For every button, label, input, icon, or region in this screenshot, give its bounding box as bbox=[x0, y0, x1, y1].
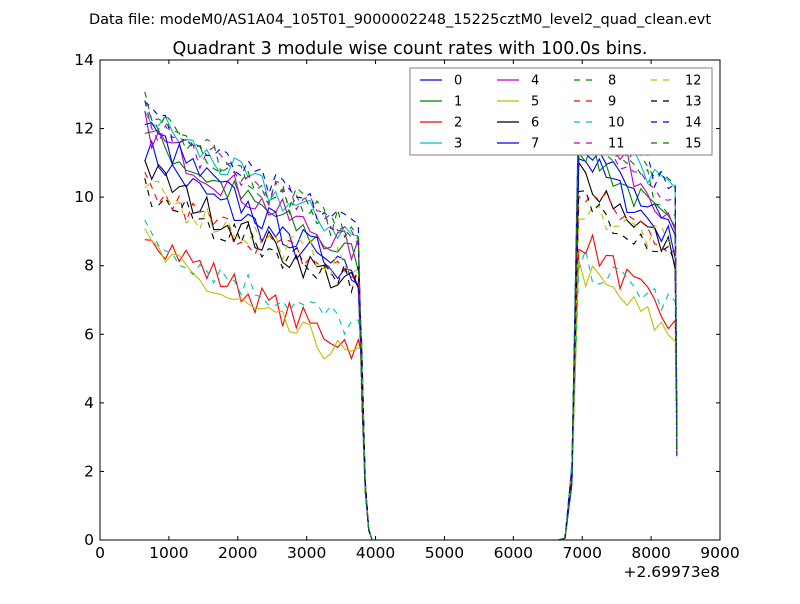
legend-label-3: 3 bbox=[454, 137, 462, 152]
chart-title: Quadrant 3 module wise count rates with … bbox=[173, 39, 648, 59]
legend-label-10: 10 bbox=[608, 116, 625, 131]
y-tick-label-12: 12 bbox=[74, 120, 94, 138]
legend-label-9: 9 bbox=[608, 95, 616, 110]
series-line-7 bbox=[144, 121, 678, 541]
legend-label-0: 0 bbox=[454, 74, 462, 89]
y-tick-label-4: 4 bbox=[84, 394, 94, 412]
legend-frame bbox=[409, 67, 713, 156]
legend-label-14: 14 bbox=[685, 116, 702, 131]
plot-frame bbox=[99, 59, 721, 541]
y-tick-label-0: 0 bbox=[84, 531, 94, 549]
series-line-12 bbox=[144, 180, 678, 541]
x-tick-label-4000: 4000 bbox=[356, 544, 395, 562]
legend-label-5: 5 bbox=[531, 95, 539, 110]
series-line-6 bbox=[144, 159, 678, 541]
x-tick-label-7000: 7000 bbox=[562, 544, 601, 562]
legend-label-1: 1 bbox=[454, 95, 462, 110]
series-line-10 bbox=[144, 219, 678, 541]
x-tick-label-9000: 9000 bbox=[700, 544, 739, 562]
x-tick-label-1000: 1000 bbox=[149, 544, 188, 562]
axis-ticks: 0 1000 2000 3000 4000 5000 6000 7000 8000 9000 0 2 4… bbox=[74, 51, 739, 562]
y-tick-label-6: 6 bbox=[84, 325, 94, 343]
series-line-1 bbox=[144, 129, 678, 541]
series-line-11 bbox=[144, 100, 678, 541]
x-tick-label-8000: 8000 bbox=[631, 544, 670, 562]
series-group bbox=[144, 86, 678, 541]
series-line-15 bbox=[144, 100, 678, 541]
legend-label-8: 8 bbox=[608, 74, 616, 89]
chart-suptitle: Data file: modeM0/AS1A04_105T01_90000022… bbox=[89, 12, 711, 28]
x-tick-label-5000: 5000 bbox=[425, 544, 464, 562]
x-tick-label-6000: 6000 bbox=[494, 544, 533, 562]
series-line-0 bbox=[144, 139, 678, 541]
y-tick-label-14: 14 bbox=[74, 51, 94, 69]
x-offset-label: +2.69973e8 bbox=[624, 563, 720, 581]
x-tick-label-3000: 3000 bbox=[287, 544, 326, 562]
series-line-4 bbox=[144, 110, 678, 541]
y-tick-label-2: 2 bbox=[84, 462, 94, 480]
legend-label-11: 11 bbox=[608, 137, 625, 152]
y-tick-label-8: 8 bbox=[84, 257, 94, 275]
x-tick-label-2000: 2000 bbox=[218, 544, 257, 562]
legend-label-4: 4 bbox=[531, 74, 539, 89]
legend-label-12: 12 bbox=[685, 74, 702, 89]
legend-label-15: 15 bbox=[685, 137, 702, 152]
plot-series bbox=[144, 86, 678, 541]
y-tick-label-10: 10 bbox=[74, 188, 94, 206]
legend-label-2: 2 bbox=[454, 116, 462, 131]
legend-label-6: 6 bbox=[531, 116, 539, 131]
series-line-2 bbox=[144, 233, 678, 541]
series-line-8 bbox=[144, 91, 678, 541]
legend-label-7: 7 bbox=[531, 137, 539, 152]
legend-label-13: 13 bbox=[685, 95, 702, 110]
series-line-9 bbox=[144, 172, 678, 541]
series-line-13 bbox=[144, 178, 678, 541]
series-line-5 bbox=[144, 228, 678, 541]
x-tick-label-0: 0 bbox=[95, 544, 105, 562]
series-line-14 bbox=[144, 100, 678, 541]
